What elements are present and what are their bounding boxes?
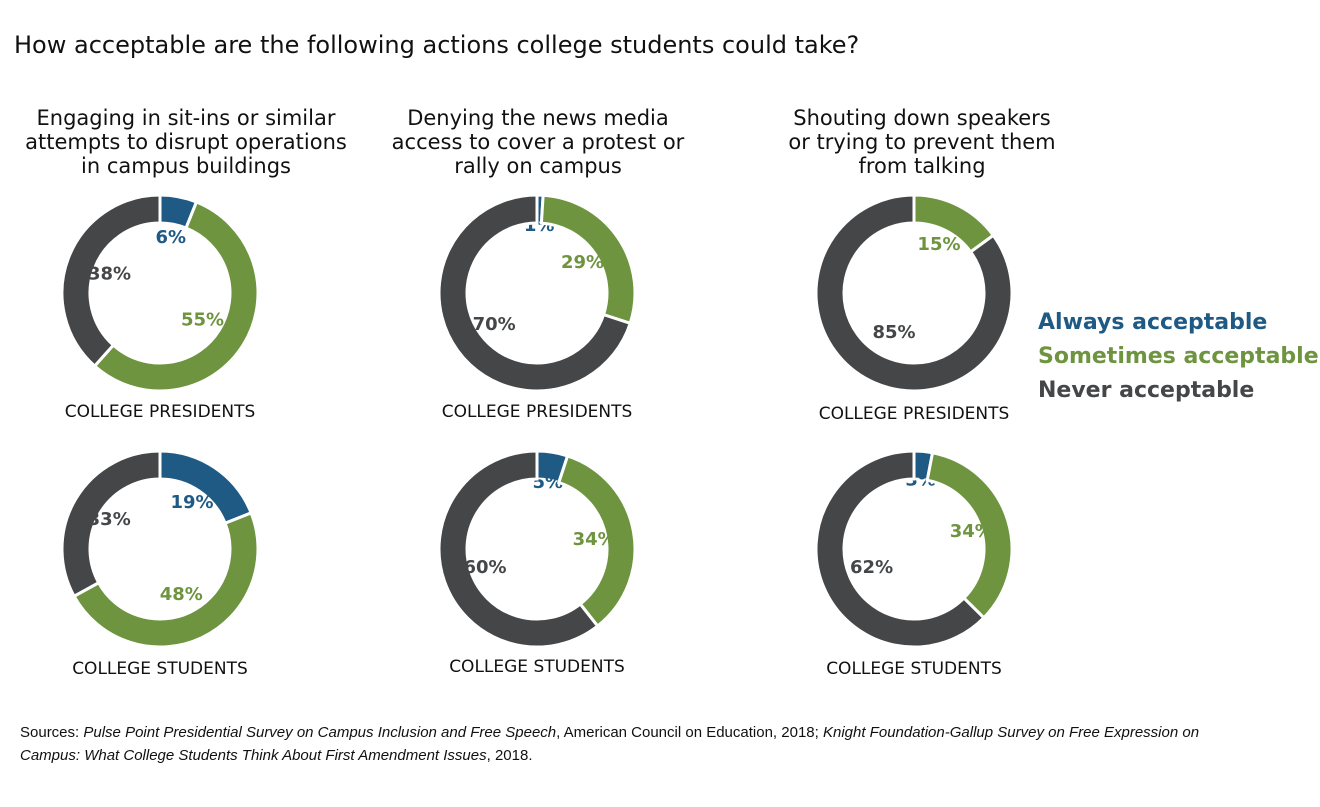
column-heading-sit-ins: Engaging in sit-ins or similar attempts … — [25, 106, 347, 178]
group-label: COLLEGE STUDENTS — [72, 659, 248, 679]
donut-chart-3-college-students: 3%34%62% — [814, 449, 1014, 649]
group-label: COLLEGE PRESIDENTS — [818, 404, 1010, 424]
data-label-never: 33% — [88, 509, 131, 530]
donut-chart-1-college-presidents: 6% 55% 38% — [60, 193, 260, 393]
donut-chart-3-college-presidents: 15% 85% — [814, 193, 1014, 393]
data-label-always: 5% — [532, 472, 563, 493]
data-label-always: 6% — [156, 227, 187, 248]
data-label-never: 60% — [463, 557, 506, 578]
group-label: COLLEGE STUDENTS — [449, 657, 625, 677]
data-label-never: 85% — [872, 322, 915, 343]
slice-never — [60, 449, 162, 599]
donut-chart-2-college-presidents: 1%29%70% — [437, 193, 637, 393]
slice-never — [437, 449, 600, 649]
slice-sometimes — [92, 200, 260, 393]
data-label-sometimes: 48% — [160, 584, 203, 605]
slice-sometimes — [72, 510, 260, 649]
legend-sometimes-acceptable: Sometimes acceptable — [1038, 344, 1319, 369]
legend-always-acceptable: Always acceptable — [1038, 310, 1268, 335]
sources-note: Sources: Pulse Point Presidential Survey… — [20, 724, 1200, 764]
data-label-never: 38% — [88, 264, 131, 285]
column-heading-news-media: Denying the news media access to cover a… — [391, 106, 685, 178]
donut-chart-2-college-students: 5% 34% 60% — [437, 449, 637, 649]
data-label-sometimes: 34% — [573, 529, 616, 550]
data-label-never: 62% — [850, 557, 893, 578]
legend-never-acceptable: Never acceptable — [1038, 378, 1255, 403]
donut-chart-1-college-students: 19% 48% 33% — [60, 449, 260, 649]
data-label-sometimes: 55% — [181, 309, 224, 330]
chart-title: How acceptable are the following actions… — [14, 31, 860, 59]
column-heading-shouting-down: Shouting down speakers or trying to prev… — [788, 106, 1056, 178]
data-label-sometimes: 29% — [561, 252, 604, 273]
group-label: COLLEGE PRESIDENTS — [441, 402, 633, 422]
data-label-sometimes: 15% — [917, 234, 960, 255]
data-label-always: 19% — [170, 492, 213, 513]
legend: Always acceptable Sometimes acceptable N… — [1038, 306, 1319, 408]
slice-never — [814, 193, 1014, 393]
slice-never — [60, 193, 162, 369]
data-label-never: 70% — [473, 314, 516, 335]
group-label: COLLEGE PRESIDENTS — [64, 402, 256, 422]
group-label: COLLEGE STUDENTS — [826, 659, 1002, 679]
slice-never — [437, 193, 633, 393]
slice-never — [814, 449, 986, 649]
data-label-sometimes: 34% — [950, 521, 993, 542]
